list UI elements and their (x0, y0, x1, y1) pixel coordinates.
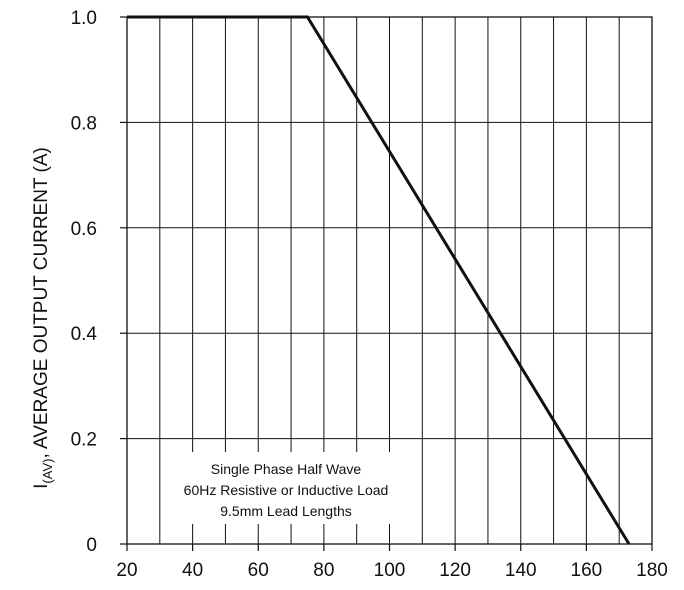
x-tick-label: 40 (182, 560, 203, 581)
y-axis-label-rest: , AVERAGE OUTPUT CURRENT (A) (31, 147, 52, 458)
y-axis-label: I(AV), AVERAGE OUTPUT CURRENT (A) (31, 147, 55, 489)
chart-tick-labels: 20 40 60 80 100 120 140 160 180 0 0.2 0.4 0.6 0.8 1.0 (71, 8, 668, 581)
x-tick-label: 100 (374, 560, 406, 581)
annotation-background (166, 452, 406, 524)
y-tick-label: 1.0 (71, 8, 97, 29)
y-tick-label: 0.2 (71, 430, 97, 451)
chart-grid (127, 17, 652, 544)
x-tick-label: 80 (313, 560, 334, 581)
chart-axes (120, 16, 653, 551)
y-tick-label: 0.6 (71, 219, 97, 240)
annotation-note: Single Phase Half Wave 60Hz Resistive or… (166, 452, 406, 524)
x-tick-label: 140 (505, 560, 537, 581)
y-tick-label: 0.8 (71, 113, 97, 134)
x-tick-label: 180 (636, 560, 668, 581)
x-tick-label: 160 (571, 560, 603, 581)
annotation-line-2: 60Hz Resistive or Inductive Load (184, 482, 389, 498)
y-axis-label-prefix: I (31, 484, 52, 489)
x-tick-label: 20 (116, 560, 137, 581)
x-tick-label: 120 (439, 560, 471, 581)
x-tick-label: 60 (248, 560, 269, 581)
y-tick-label: 0 (86, 535, 97, 556)
annotation-line-3: 9.5mm Lead Lengths (220, 503, 352, 519)
derating-curve (127, 15, 631, 545)
y-tick-label: 0.4 (71, 324, 98, 345)
chart-series (127, 15, 631, 545)
y-axis-label-subscript: (AV) (40, 459, 55, 484)
annotation-line-1: Single Phase Half Wave (211, 461, 362, 477)
